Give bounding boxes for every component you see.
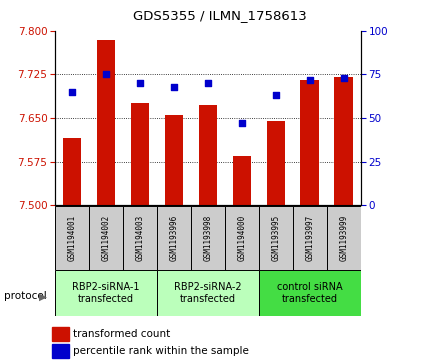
Bar	[52, 327, 69, 341]
Bar	[62, 138, 81, 205]
Bar	[259, 206, 293, 270]
Bar	[157, 270, 259, 316]
Text: RBP2-siRNA-1
transfected: RBP2-siRNA-1 transfected	[72, 282, 140, 304]
Text: GSM1194002: GSM1194002	[102, 215, 110, 261]
Point	[136, 80, 143, 86]
Bar	[97, 40, 115, 205]
Bar	[334, 77, 353, 205]
Text: transformed count: transformed count	[73, 329, 170, 339]
Text: GSM1193999: GSM1193999	[339, 215, 348, 261]
Bar	[327, 206, 361, 270]
Text: control siRNA
transfected: control siRNA transfected	[277, 282, 343, 304]
Text: GSM1193998: GSM1193998	[203, 215, 213, 261]
Bar	[198, 105, 217, 205]
Text: percentile rank within the sample: percentile rank within the sample	[73, 346, 249, 356]
Text: GDS5355 / ILMN_1758613: GDS5355 / ILMN_1758613	[133, 9, 307, 22]
Bar	[55, 270, 157, 316]
Bar	[301, 80, 319, 205]
Bar	[89, 206, 123, 270]
Text: RBP2-siRNA-2
transfected: RBP2-siRNA-2 transfected	[174, 282, 242, 304]
Bar	[191, 206, 225, 270]
Text: ▶: ▶	[39, 291, 47, 302]
Bar	[131, 103, 149, 205]
Bar	[157, 206, 191, 270]
Point	[272, 93, 279, 98]
Point	[103, 72, 110, 77]
Point	[340, 75, 347, 81]
Bar	[55, 206, 89, 270]
Point	[204, 80, 211, 86]
Point	[170, 84, 177, 90]
Bar	[165, 115, 183, 205]
Bar	[267, 121, 285, 205]
Text: GSM1193997: GSM1193997	[305, 215, 314, 261]
Point	[306, 77, 313, 82]
Bar	[293, 206, 327, 270]
Bar	[225, 206, 259, 270]
Bar	[123, 206, 157, 270]
Point	[238, 120, 246, 126]
Bar	[232, 156, 251, 205]
Text: GSM1193995: GSM1193995	[271, 215, 280, 261]
Text: GSM1194001: GSM1194001	[67, 215, 77, 261]
Bar	[52, 344, 69, 358]
Text: GSM1193996: GSM1193996	[169, 215, 179, 261]
Bar	[259, 270, 361, 316]
Point	[69, 89, 76, 95]
Text: GSM1194003: GSM1194003	[136, 215, 144, 261]
Text: protocol: protocol	[4, 291, 47, 301]
Text: GSM1194000: GSM1194000	[237, 215, 246, 261]
